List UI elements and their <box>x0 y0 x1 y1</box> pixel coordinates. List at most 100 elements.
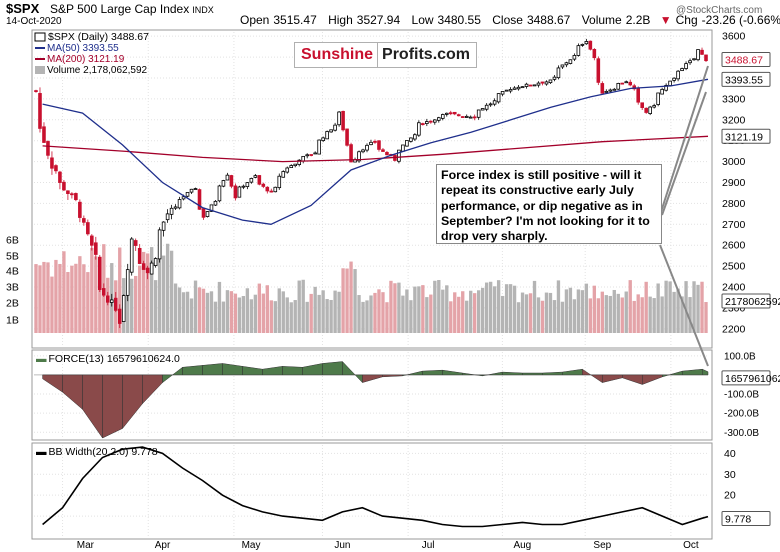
bbwidth-panel <box>31 442 713 540</box>
candle-body <box>82 218 86 223</box>
candle-body <box>572 55 577 60</box>
volume-bar <box>624 291 628 333</box>
candle-body <box>313 152 317 155</box>
candle-body <box>385 152 389 156</box>
volume-bar <box>305 301 309 333</box>
volume-bar <box>564 289 569 333</box>
candle-body <box>512 87 517 90</box>
candle-body <box>90 235 94 246</box>
volume-bar <box>369 295 373 333</box>
volume-bar <box>221 301 226 333</box>
candle-body <box>70 193 74 196</box>
volume-bar <box>417 286 421 333</box>
volume-bar <box>82 264 86 333</box>
candle-body <box>245 182 250 188</box>
candle-body <box>664 84 668 91</box>
candle-body <box>46 141 50 156</box>
volume-bar <box>684 281 688 333</box>
volume-bar <box>508 284 513 333</box>
candle-body <box>193 188 198 190</box>
candle-body <box>520 86 525 89</box>
candle-body <box>105 295 110 303</box>
candle-body <box>273 186 278 193</box>
volume-bar <box>620 297 624 333</box>
volume-bar <box>38 265 42 333</box>
candle-body <box>692 58 696 61</box>
candle-body <box>444 112 449 115</box>
candle-body <box>556 67 561 79</box>
candle-body <box>652 105 656 108</box>
volume-bar <box>616 293 620 333</box>
volume-bar <box>181 292 186 333</box>
volume-bar <box>449 301 453 333</box>
volume-bar <box>516 302 521 333</box>
candle-body <box>468 116 473 119</box>
volume-bar <box>313 286 317 333</box>
volume-bar <box>532 280 537 333</box>
volume-bar <box>608 295 612 333</box>
volume-bar <box>177 287 182 333</box>
candle-body <box>696 49 700 61</box>
bbwidth-badge: 9.778 <box>725 514 751 526</box>
volume-bar <box>393 283 397 333</box>
ma50-line <box>42 78 709 225</box>
volume-bar <box>66 272 70 333</box>
volume-bar <box>245 288 250 333</box>
candle-body <box>337 111 341 126</box>
candle-body <box>301 155 305 162</box>
logo-part-sunshine: Sunshine <box>294 42 379 68</box>
candle-body <box>297 159 302 165</box>
candle-body <box>668 80 672 86</box>
volume-bar <box>441 289 445 333</box>
volume-bar <box>588 298 593 333</box>
volume-bar <box>257 283 262 333</box>
candle-body <box>704 54 708 62</box>
volume-bar <box>197 287 202 333</box>
candle-body <box>508 89 513 92</box>
volume-bar <box>126 275 130 333</box>
volume-bar <box>596 298 601 333</box>
volume-bar <box>165 243 170 333</box>
candle-body <box>209 204 214 212</box>
candle-body <box>369 141 373 146</box>
candle-body <box>201 208 206 218</box>
price-legend: $SPX (Daily) 3488.67 MA(50) 3393.55 MA(2… <box>34 31 149 76</box>
candle-body <box>456 114 461 117</box>
volume-bar <box>672 291 676 333</box>
volume-bar <box>632 300 636 333</box>
volume-bar <box>429 294 433 333</box>
price-y-tick-label: 2900 <box>722 177 746 189</box>
volume-bar <box>42 261 46 333</box>
volume-bar <box>273 301 277 333</box>
candle-body <box>460 116 465 118</box>
volume-bar <box>153 280 158 333</box>
bbwidth-y-tick-label: 20 <box>724 490 736 502</box>
volume-bar <box>74 263 78 333</box>
candle-body <box>604 90 609 93</box>
x-tick-label: Jul <box>422 540 435 551</box>
candle-body <box>34 90 38 92</box>
candle-body <box>157 229 162 260</box>
volume-bar <box>437 280 441 333</box>
candle-body <box>205 211 210 217</box>
pointer-line-force <box>659 244 709 367</box>
candle-body <box>660 88 664 95</box>
volume-bar <box>572 299 577 333</box>
volume-bar <box>185 291 190 333</box>
candle-body <box>38 93 42 129</box>
candle-body <box>233 185 238 199</box>
candle-body <box>405 140 409 147</box>
candle-body <box>496 93 501 103</box>
candle-legend-icon <box>34 32 46 42</box>
volume-legend-swatch <box>35 66 45 74</box>
candle-body <box>241 185 246 188</box>
legend-volume: Volume 2,178,062,592 <box>47 65 148 76</box>
volume-bar <box>249 299 254 333</box>
volume-bar <box>640 297 644 333</box>
candle-body <box>472 116 477 119</box>
candle-body <box>700 49 704 55</box>
watermark: @StockCharts.com <box>676 5 762 16</box>
annotation-callout: Force index is still positive - will it … <box>436 164 662 244</box>
volume-bar <box>293 300 297 333</box>
candle-body <box>492 100 497 105</box>
